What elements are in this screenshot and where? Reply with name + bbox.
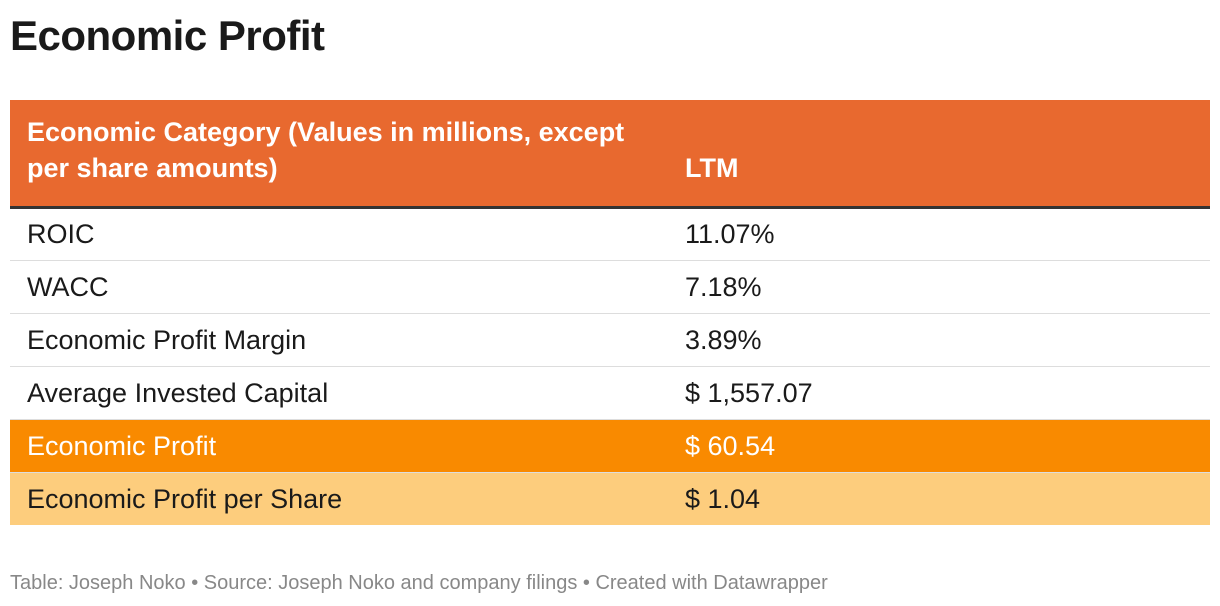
column-header-category[interactable]: Economic Category (Values in millions, e…	[10, 100, 668, 209]
table-row-highlight: Economic Profit $ 60.54	[10, 419, 1210, 473]
page-title: Economic Profit	[10, 12, 325, 59]
table-header: Economic Category (Values in millions, e…	[10, 100, 1210, 209]
cell-ltm: 11.07%	[668, 207, 1210, 261]
cell-ltm: $ 60.54	[668, 419, 1210, 473]
cell-ltm: 3.89%	[668, 313, 1210, 367]
cell-category: Average Invested Capital	[10, 366, 668, 420]
table-row: Economic Profit Margin 3.89%	[10, 313, 1210, 367]
cell-category: Economic Profit Margin	[10, 313, 668, 367]
economic-profit-table: Economic Category (Values in millions, e…	[10, 100, 1210, 525]
table-row-subhighlight: Economic Profit per Share $ 1.04	[10, 472, 1210, 525]
cell-ltm: $ 1,557.07	[668, 366, 1210, 420]
cell-category: Economic Profit	[10, 419, 668, 473]
cell-category: Economic Profit per Share	[27, 483, 343, 514]
table-row: ROIC 11.07%	[10, 207, 1210, 261]
table-body: ROIC 11.07% WACC 7.18% Economic Profit M…	[10, 207, 1210, 525]
cell-category: WACC	[10, 260, 668, 314]
table-row: WACC 7.18%	[10, 260, 1210, 314]
column-header-ltm[interactable]: LTM	[668, 100, 1210, 209]
table-row: Average Invested Capital $ 1,557.07	[10, 366, 1210, 420]
cell-ltm: $ 1.04	[685, 483, 761, 514]
header-row: Economic Category (Values in millions, e…	[10, 100, 1210, 209]
cell-ltm: 7.18%	[668, 260, 1210, 314]
source-footer: Table: Joseph Noko • Source: Joseph Noko…	[10, 572, 828, 594]
cell-category: ROIC	[10, 207, 668, 261]
